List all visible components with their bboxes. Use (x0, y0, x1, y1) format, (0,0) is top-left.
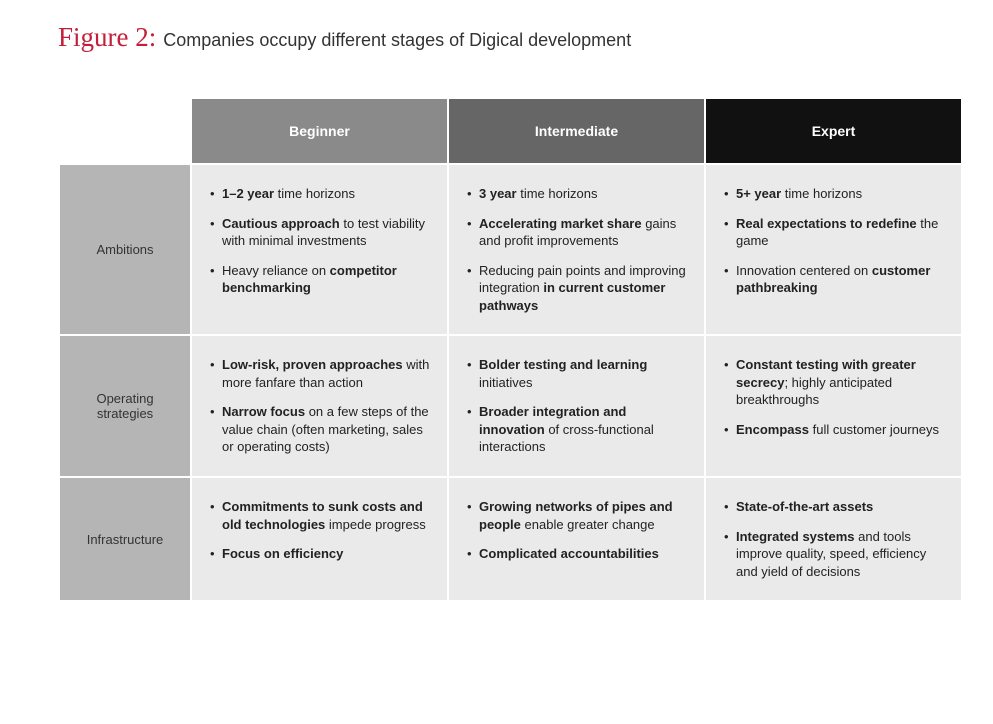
bullet-item: Encompass full customer journeys (724, 421, 947, 439)
matrix-row: Operating strategies Low-risk, proven app… (60, 336, 961, 476)
col-header-beginner: Beginner (192, 99, 447, 163)
matrix-cell: 5+ year time horizons Real expectations t… (706, 165, 961, 334)
bullet-item: Commitments to sunk costs and old techno… (210, 498, 433, 533)
matrix-cell: Growing networks of pipes and people ena… (449, 478, 704, 600)
matrix-cell: Low-risk, proven approaches with more fa… (192, 336, 447, 476)
matrix-cell: 1–2 year time horizons Cautious approach … (192, 165, 447, 334)
matrix-cell: 3 year time horizons Accelerating market … (449, 165, 704, 334)
matrix-cell: Bolder testing and learning initiatives B… (449, 336, 704, 476)
bullet-item: 5+ year time horizons (724, 185, 947, 203)
matrix-body: Ambitions 1–2 year time horizons Cautious … (60, 165, 961, 600)
bullet-item: Accelerating market share gains and prof… (467, 215, 690, 250)
matrix-cell: State-of-the-art assets Integrated system… (706, 478, 961, 600)
bullet-item: Broader integration and innovation of cr… (467, 403, 690, 456)
bullet-item: Innovation centered on customer pathbrea… (724, 262, 947, 297)
bullet-item: Real expectations to redefine the game (724, 215, 947, 250)
bullet-item: Reducing pain points and improving integ… (467, 262, 690, 315)
bullet-item: Focus on efficiency (210, 545, 433, 563)
bullet-item: Integrated systems and tools improve qua… (724, 528, 947, 581)
bullet-item: 3 year time horizons (467, 185, 690, 203)
bullet-item: Heavy reliance on competitor benchmarkin… (210, 262, 433, 297)
row-header: Infrastructure (60, 478, 190, 600)
matrix-row: Infrastructure Commitments to sunk costs … (60, 478, 961, 600)
col-header-expert: Expert (706, 99, 961, 163)
matrix-corner (60, 99, 190, 163)
bullet-item: Complicated accountabilities (467, 545, 690, 563)
bullet-item: State-of-the-art assets (724, 498, 947, 516)
matrix-row: Ambitions 1–2 year time horizons Cautious … (60, 165, 961, 334)
row-header: Ambitions (60, 165, 190, 334)
matrix-cell: Constant testing with greater secrecy; h… (706, 336, 961, 476)
bullet-item: Growing networks of pipes and people ena… (467, 498, 690, 533)
stages-matrix: Beginner Intermediate Expert Ambitions1–… (58, 97, 963, 602)
figure-title: Figure 2: Companies occupy different sta… (58, 22, 953, 53)
bullet-item: Cautious approach to test viability with… (210, 215, 433, 250)
bullet-item: Constant testing with greater secrecy; h… (724, 356, 947, 409)
row-header: Operating strategies (60, 336, 190, 476)
col-header-intermediate: Intermediate (449, 99, 704, 163)
matrix-header-row: Beginner Intermediate Expert (60, 99, 961, 163)
bullet-item: 1–2 year time horizons (210, 185, 433, 203)
bullet-item: Narrow focus on a few steps of the value… (210, 403, 433, 456)
bullet-item: Bolder testing and learning initiatives (467, 356, 690, 391)
figure-label: Figure 2: (58, 22, 156, 52)
matrix-cell: Commitments to sunk costs and old techno… (192, 478, 447, 600)
bullet-item: Low-risk, proven approaches with more fa… (210, 356, 433, 391)
figure-caption: Companies occupy different stages of Dig… (163, 30, 631, 50)
